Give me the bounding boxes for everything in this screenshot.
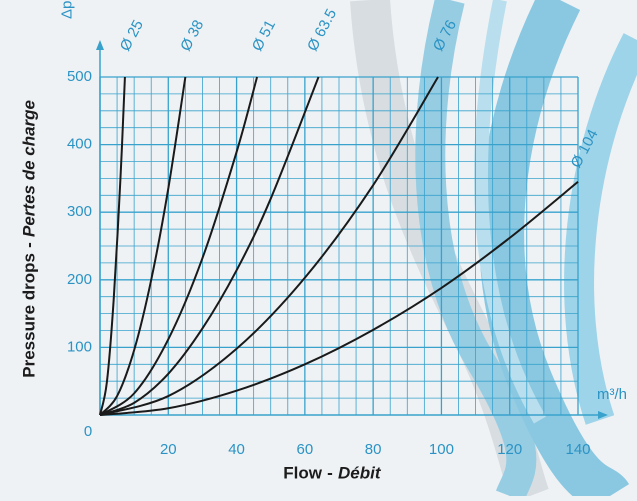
y-axis-arrow — [96, 40, 104, 50]
separator: - — [327, 463, 333, 482]
y-tick-label: 500 — [67, 68, 92, 85]
y-tick-label: 200 — [67, 271, 92, 288]
series-line — [99, 76, 187, 416]
x-tick-label: 60 — [297, 441, 314, 458]
plot — [99, 76, 579, 416]
y-tick-label: 300 — [67, 203, 92, 220]
y-tick-label: 100 — [67, 338, 92, 355]
y-axis-title: Pressure drops - Pertes de charge — [19, 100, 38, 378]
series-line — [99, 76, 320, 416]
separator: - — [19, 242, 38, 248]
y-unit: Δp mb — [58, 0, 75, 19]
series-line — [99, 76, 259, 416]
x-tick-label: 0 — [84, 423, 92, 440]
y-tick-label: 400 — [67, 136, 92, 153]
series-line — [99, 76, 126, 416]
x-label-alt: Débit — [338, 463, 382, 482]
series-label: Ø 63.5 — [304, 6, 340, 54]
x-tick-label: 80 — [365, 441, 382, 458]
y-label: Pressure drops — [19, 253, 38, 378]
x-tick-label: 120 — [497, 441, 522, 458]
x-axis-arrow — [598, 411, 608, 419]
x-tick-label: 100 — [429, 441, 454, 458]
series-label: Ø 25 — [117, 17, 147, 54]
x-unit: m³/h — [597, 386, 627, 403]
grid — [96, 40, 608, 419]
decoration — [350, 0, 637, 501]
series-label: Ø 38 — [177, 17, 207, 54]
x-tick-label: 20 — [160, 441, 177, 458]
x-tick-label: 40 — [228, 441, 245, 458]
x-label: Flow — [283, 463, 322, 482]
series-line — [99, 181, 579, 416]
series-label: Ø 51 — [249, 17, 279, 54]
series-line — [99, 76, 439, 416]
y-label-alt: Pertes de charge — [19, 100, 38, 237]
x-tick-label: 140 — [565, 441, 590, 458]
